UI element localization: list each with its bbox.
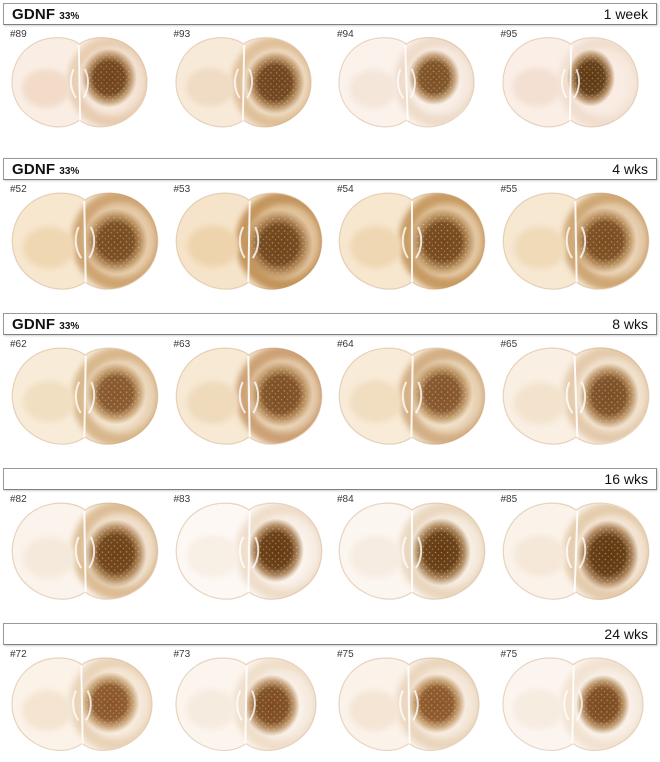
section-id-label: #53	[173, 184, 191, 195]
section-id-label: #64	[337, 339, 354, 350]
section-row: #52 #53 #54 #55	[2, 180, 658, 310]
section-id-label: #83	[173, 494, 191, 505]
brain-section-image	[338, 502, 486, 600]
brain-section-image	[174, 36, 312, 129]
section-row: #89 #93 #94 #95	[2, 25, 658, 155]
stain-percent: 33%	[59, 165, 80, 177]
section-id-label: #85	[500, 494, 518, 505]
brain-section-panel: #84	[330, 490, 494, 620]
row-header: GDNF 33% 4 wks	[3, 158, 657, 180]
brain-section-panel: #54	[330, 180, 494, 310]
section-id-label: #72	[10, 649, 27, 660]
section-id-label: #95	[500, 29, 518, 40]
brain-section-image	[502, 345, 650, 446]
brain-section-panel: #65	[494, 335, 658, 465]
brain-section-panel: #94	[330, 25, 494, 155]
brain-section-panel: #55	[494, 180, 658, 310]
stain-label: GDNF 33%	[12, 316, 79, 333]
brain-section-panel: #72	[3, 645, 167, 762]
brain-section-image	[338, 35, 476, 128]
brain-section-panel: #63	[167, 335, 331, 465]
brain-section-panel: #73	[167, 645, 331, 762]
timepoint-label: 24 wks	[604, 626, 648, 642]
stain-name: GDNF	[12, 5, 56, 23]
timepoint-label: 16 wks	[604, 471, 648, 487]
section-id-label: #89	[10, 29, 27, 40]
brain-section-image	[501, 36, 639, 129]
section-id-label: #75	[337, 649, 354, 660]
row-header: GDNF 33% 8 wks	[3, 313, 657, 335]
section-id-label: #84	[337, 494, 354, 505]
brain-section-image	[502, 191, 649, 291]
brain-section-panel: #93	[167, 25, 331, 155]
timepoint-label: 8 wks	[612, 316, 648, 332]
row-header: GDNF 33% 1 week	[3, 3, 657, 25]
brain-section-panel: #52	[3, 180, 167, 310]
timepoint-group-24wks: 24 wks #72 #73 #75 #75	[2, 623, 658, 759]
brain-section-image	[11, 191, 159, 291]
stain-label: GDNF 33%	[12, 161, 79, 178]
stain-percent: 33%	[59, 10, 80, 22]
brain-section-panel: #83	[167, 490, 331, 620]
section-row: #62 #63 #64 #65	[2, 335, 658, 465]
timepoint-group-1week: GDNF 33% 1 week #89 #93 #94 #95	[2, 3, 658, 155]
brain-section-image	[11, 501, 159, 601]
brain-section-image	[338, 656, 480, 752]
brain-section-image	[338, 192, 486, 290]
timepoint-group-8wks: GDNF 33% 8 wks #62 #63 #64 #65	[2, 313, 658, 465]
timepoint-label: 4 wks	[612, 161, 648, 177]
brain-section-panel: #85	[494, 490, 658, 620]
section-id-label: #54	[337, 184, 354, 195]
stain-name: GDNF	[12, 315, 56, 333]
brain-section-panel: #95	[494, 25, 658, 155]
brain-section-image	[338, 346, 486, 446]
row-header: 16 wks	[3, 468, 657, 490]
brain-section-image	[11, 346, 159, 446]
brain-section-panel: #64	[330, 335, 494, 465]
section-row: #82 #83 #84 #85	[2, 490, 658, 620]
section-id-label: #94	[337, 29, 354, 40]
brain-section-panel: #82	[3, 490, 167, 620]
section-id-label: #73	[173, 649, 191, 660]
section-id-label: #62	[10, 339, 27, 350]
brain-section-image	[502, 501, 650, 602]
section-id-label: #52	[10, 184, 27, 195]
timepoint-group-4wks: GDNF 33% 4 wks #52 #53 #54 #55	[2, 158, 658, 310]
brain-section-panel: #75	[330, 645, 494, 762]
section-row: #72 #73 #75 #75	[2, 645, 658, 762]
stain-percent: 33%	[59, 320, 80, 332]
row-header: 24 wks	[3, 623, 657, 645]
brain-section-image	[175, 346, 322, 446]
timepoint-label: 1 week	[603, 6, 648, 22]
section-id-label: #55	[500, 184, 518, 195]
brain-section-image	[11, 656, 153, 752]
section-id-label: #65	[500, 339, 518, 350]
brain-section-panel: #53	[167, 180, 331, 310]
brain-section-image	[175, 501, 323, 601]
stain-label: GDNF 33%	[12, 6, 79, 23]
brain-section-panel: #62	[3, 335, 167, 465]
timepoint-group-16wks: 16 wks #82 #83 #84 #85	[2, 468, 658, 620]
stain-name: GDNF	[12, 160, 56, 178]
brain-section-panel: #75	[494, 645, 658, 762]
section-id-label: #75	[500, 649, 518, 660]
section-id-label: #82	[10, 494, 27, 505]
brain-section-image	[501, 656, 644, 752]
brain-section-image	[175, 191, 323, 291]
section-id-label: #63	[173, 339, 191, 350]
section-id-label: #93	[173, 29, 191, 40]
brain-section-panel: #89	[3, 25, 167, 155]
brain-section-image	[11, 36, 148, 129]
brain-section-image	[174, 656, 317, 752]
